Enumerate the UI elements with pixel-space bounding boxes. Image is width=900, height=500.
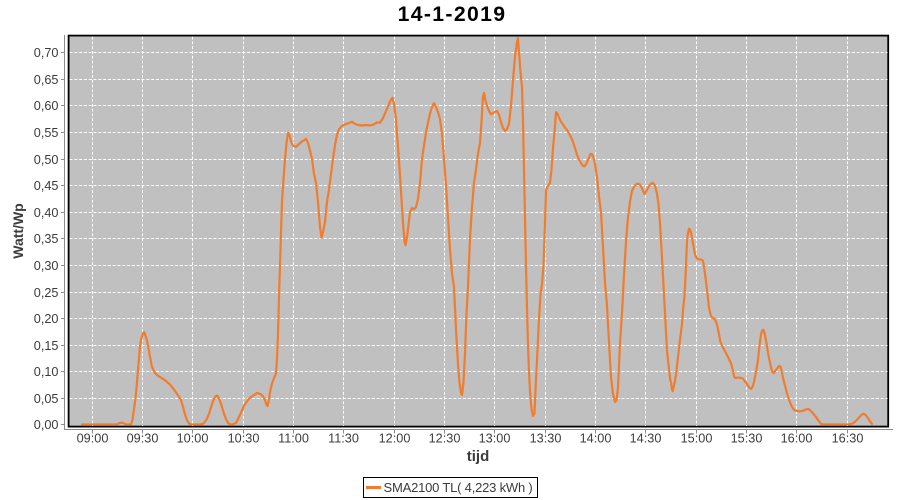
svg-text:0,30: 0,30 <box>34 259 59 273</box>
svg-text:14:00: 14:00 <box>580 432 612 446</box>
svg-text:0,00: 0,00 <box>34 418 59 432</box>
svg-text:15:30: 15:30 <box>731 432 763 446</box>
svg-text:0,60: 0,60 <box>34 99 59 113</box>
svg-text:0,55: 0,55 <box>34 126 59 140</box>
svg-text:0,20: 0,20 <box>34 312 59 326</box>
svg-text:12:30: 12:30 <box>429 432 461 446</box>
svg-text:09:30: 09:30 <box>127 432 159 446</box>
svg-text:10:30: 10:30 <box>228 432 260 446</box>
svg-text:13:30: 13:30 <box>530 432 562 446</box>
svg-text:0,65: 0,65 <box>34 73 59 87</box>
svg-text:0,45: 0,45 <box>34 179 59 193</box>
svg-text:0,35: 0,35 <box>34 232 59 246</box>
svg-text:0,05: 0,05 <box>34 392 59 406</box>
svg-text:11:00: 11:00 <box>278 432 309 446</box>
svg-text:16:00: 16:00 <box>781 432 813 446</box>
svg-text:0,40: 0,40 <box>34 206 59 220</box>
svg-text:15:00: 15:00 <box>681 432 713 446</box>
svg-text:10:00: 10:00 <box>177 432 209 446</box>
svg-text:16:30: 16:30 <box>832 432 864 446</box>
svg-text:0,15: 0,15 <box>34 339 59 353</box>
svg-text:09:00: 09:00 <box>77 432 109 446</box>
svg-text:0,50: 0,50 <box>34 153 59 167</box>
svg-text:12:00: 12:00 <box>379 432 411 446</box>
svg-text:13:00: 13:00 <box>479 432 511 446</box>
svg-text:0,70: 0,70 <box>34 46 59 60</box>
svg-text:0,10: 0,10 <box>34 365 59 379</box>
svg-text:0,25: 0,25 <box>34 286 59 300</box>
svg-text:14:30: 14:30 <box>630 432 662 446</box>
svg-text:11:30: 11:30 <box>328 432 359 446</box>
